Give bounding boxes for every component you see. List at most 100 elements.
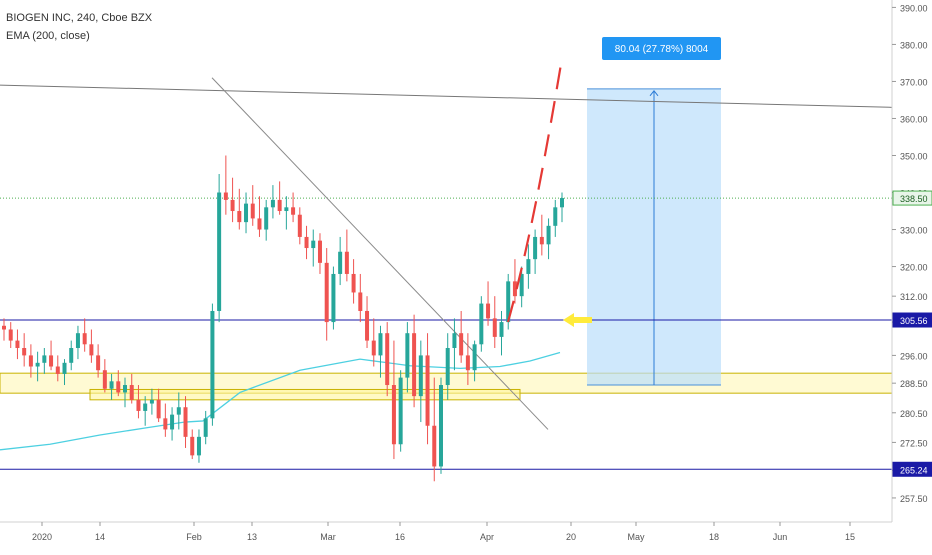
candle-body (560, 198, 564, 208)
candle-body (371, 340, 376, 356)
candle-body (28, 355, 33, 367)
arrow-shape (563, 313, 592, 328)
time-tick-label: Apr (480, 532, 494, 542)
target-label-text: 80.04 (27.78%) 8004 (615, 44, 709, 55)
price-label-box (892, 461, 932, 477)
candle-body (129, 385, 134, 400)
candle-body (210, 310, 215, 419)
candle-body (398, 377, 403, 445)
candle-body (2, 325, 6, 330)
candle-body (405, 333, 410, 378)
price-label-box (892, 312, 932, 328)
candle-body (499, 322, 504, 337)
candle-body (344, 251, 349, 274)
candle-body (230, 199, 235, 212)
candle-body (190, 436, 195, 456)
candle-body (324, 262, 329, 323)
candle-body (123, 385, 128, 393)
candle-body (49, 355, 54, 367)
candle-body (378, 333, 383, 356)
support-zone-inner (89, 388, 521, 401)
candle-body (452, 333, 457, 348)
price-tick-label: 360.00 (900, 114, 928, 124)
candle-body (237, 211, 242, 223)
candle-body (465, 355, 470, 371)
candle-body (163, 418, 168, 430)
price-tick-label: 280.50 (900, 409, 928, 419)
candle-body (102, 370, 107, 389)
time-tick-label: Jun (773, 532, 788, 542)
candle-body (445, 348, 450, 386)
candle-body (270, 199, 275, 208)
price-labels: 338.50 305.56 265.24 (892, 190, 932, 477)
candle-body (42, 355, 47, 363)
horizontal-levels (0, 197, 892, 470)
candle-body (196, 436, 201, 456)
price-axis[interactable]: 390.00380.00370.00360.00350.00340.00330.… (892, 3, 928, 504)
price-tick-label: 272.50 (900, 438, 928, 448)
candle-body (136, 399, 141, 411)
candle-body (492, 318, 497, 337)
candle-body (89, 344, 94, 356)
candles (2, 155, 564, 482)
price-label-text: 265.24 (900, 465, 928, 475)
candle-body (412, 333, 417, 397)
candle-body (539, 236, 544, 245)
time-axis[interactable]: 2020 14 Feb 13 Mar 16 Apr 20 May 18 Jun 15 (32, 522, 855, 542)
candle-body (291, 207, 296, 215)
candle-body (506, 281, 511, 323)
candle-body (15, 340, 20, 348)
candle-body (425, 355, 430, 426)
time-tick-label: 14 (95, 532, 105, 542)
candle-body (156, 399, 161, 419)
yellow-arrow-icon (563, 313, 592, 328)
candle-body (22, 348, 27, 356)
candle-body (358, 292, 363, 311)
candle-body (297, 214, 302, 237)
candle-body (170, 414, 175, 430)
candle-body (183, 407, 188, 437)
price-tick-label: 390.00 (900, 3, 928, 13)
candle-body (533, 236, 538, 260)
candle-body (486, 303, 491, 319)
time-tick-label: May (627, 532, 645, 542)
price-tick-label: 380.00 (900, 40, 928, 50)
candle-body (257, 218, 262, 230)
descending-trendline (211, 77, 549, 430)
candle-body (96, 355, 101, 371)
price-tick-label: 320.00 (900, 263, 928, 273)
candle-body (391, 385, 396, 445)
price-label-text: 305.56 (900, 316, 928, 326)
candle-body (526, 259, 531, 274)
candle-body (472, 344, 477, 371)
price-label-box (892, 190, 932, 206)
price-range-box[interactable]: 80.04 (27.78%) 8004 (587, 37, 721, 386)
price-tick-label: 370.00 (900, 77, 928, 87)
chart-title: BIOGEN INC, 240, Cboe BZX (6, 12, 153, 24)
target-label-box (602, 37, 721, 60)
ema-line (0, 351, 561, 451)
price-tick-label: 350.00 (900, 151, 928, 161)
candle-body (116, 381, 121, 393)
candle-body (365, 310, 370, 341)
candle-body (553, 207, 558, 226)
price-tick-label: 312.00 (900, 292, 928, 302)
candle-body (62, 362, 67, 374)
trendlines[interactable] (0, 77, 893, 430)
time-tick-label: 2020 (32, 532, 52, 542)
price-tick-label: 296.00 (900, 351, 928, 361)
candle-body (311, 240, 316, 249)
candle-body (69, 348, 74, 363)
candle-body (149, 399, 154, 404)
candle-body (75, 333, 80, 348)
candle-body (82, 333, 87, 345)
candle-body (338, 251, 343, 274)
candle-body (385, 333, 390, 386)
candle-body (304, 236, 309, 249)
candle-body (244, 203, 249, 223)
candle-body (55, 366, 60, 374)
candle-body (8, 329, 13, 341)
